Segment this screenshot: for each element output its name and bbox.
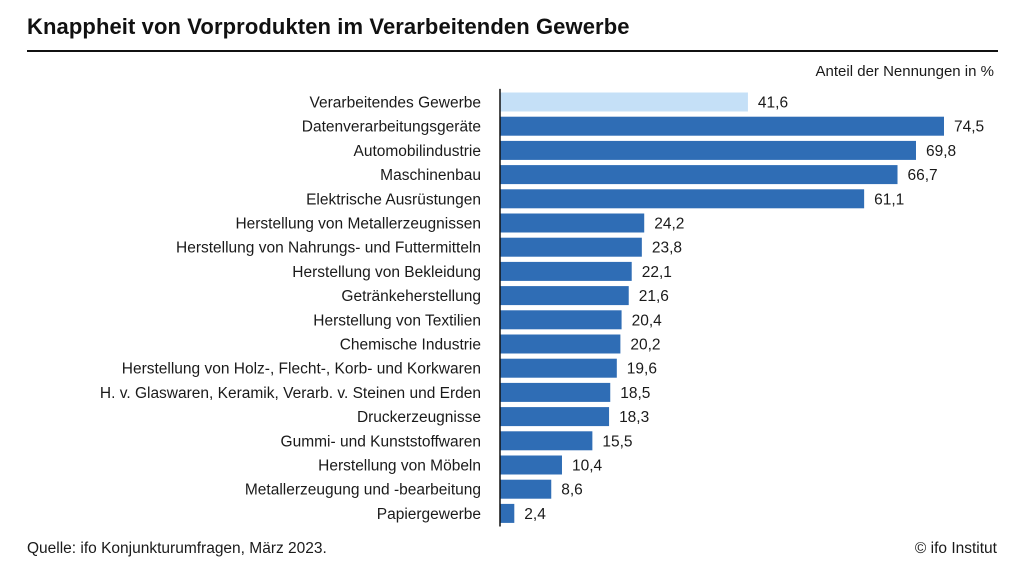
category-label: Druckerzeugnisse [357, 409, 481, 426]
category-label: Papiergewerbe [377, 506, 481, 523]
bar [500, 140, 916, 160]
bar [500, 382, 611, 402]
category-label: Datenverarbeitungsgeräte [302, 119, 481, 136]
bar [500, 213, 645, 233]
unit-label: Anteil der Nennungen in % [815, 63, 994, 80]
bar [500, 431, 593, 451]
value-label: 18,3 [619, 409, 649, 426]
bar [500, 455, 562, 475]
bar [500, 286, 629, 306]
bar [500, 116, 944, 136]
category-label: Gummi- und Kunststoffwaren [281, 433, 481, 450]
value-label: 74,5 [954, 119, 984, 136]
bar [500, 407, 610, 427]
value-label: 21,6 [639, 288, 669, 305]
value-label: 15,5 [602, 433, 632, 450]
category-label: Elektrische Ausrüstungen [306, 191, 481, 208]
category-label: Herstellung von Textilien [313, 312, 481, 329]
value-label: 66,7 [908, 167, 938, 184]
bar [500, 165, 898, 185]
category-label: Metallerzeugung und -bearbeitung [245, 482, 481, 499]
bar [500, 310, 622, 330]
value-label: 20,2 [630, 337, 660, 354]
value-label: 22,1 [642, 264, 672, 281]
category-label: H. v. Glaswaren, Keramik, Verarb. v. Ste… [100, 385, 481, 402]
value-label: 19,6 [627, 361, 657, 378]
category-label: Herstellung von Bekleidung [292, 264, 481, 281]
bar [500, 358, 617, 378]
bar [500, 334, 621, 354]
bar [500, 189, 865, 209]
category-label: Verarbeitendes Gewerbe [310, 95, 481, 112]
category-label: Herstellung von Möbeln [318, 458, 481, 475]
bar [500, 261, 632, 281]
value-label: 23,8 [652, 240, 682, 257]
source-note: Quelle: ifo Konjunkturumfragen, März 202… [27, 540, 327, 557]
value-label: 10,4 [572, 458, 603, 475]
value-label: 69,8 [926, 143, 956, 160]
copyright-note: © ifo Institut [914, 540, 997, 557]
category-label: Herstellung von Metallerzeugnissen [235, 216, 481, 233]
value-label: 41,6 [758, 95, 788, 112]
category-label: Automobilindustrie [353, 143, 481, 160]
category-label: Herstellung von Nahrungs- und Futtermitt… [176, 240, 481, 257]
category-label: Maschinenbau [380, 167, 481, 184]
bar [500, 237, 642, 257]
bar [500, 503, 515, 523]
title-divider [27, 50, 998, 52]
value-label: 24,2 [654, 216, 684, 233]
value-label: 61,1 [874, 191, 904, 208]
category-label: Getränkeherstellung [341, 288, 481, 305]
bar [500, 479, 552, 499]
bars-layer: Verarbeitendes Gewerbe 41,6 Datenverarbeit… [100, 92, 984, 523]
value-label: 2,4 [524, 506, 546, 523]
value-label: 18,5 [620, 385, 650, 402]
category-label: Herstellung von Holz-, Flecht-, Korb- un… [122, 361, 481, 378]
bar [500, 92, 748, 112]
value-label: 8,6 [561, 482, 583, 499]
value-label: 20,4 [632, 312, 663, 329]
chart-title: Knappheit von Vorprodukten im Verarbeite… [27, 14, 630, 39]
category-label: Chemische Industrie [340, 337, 481, 354]
